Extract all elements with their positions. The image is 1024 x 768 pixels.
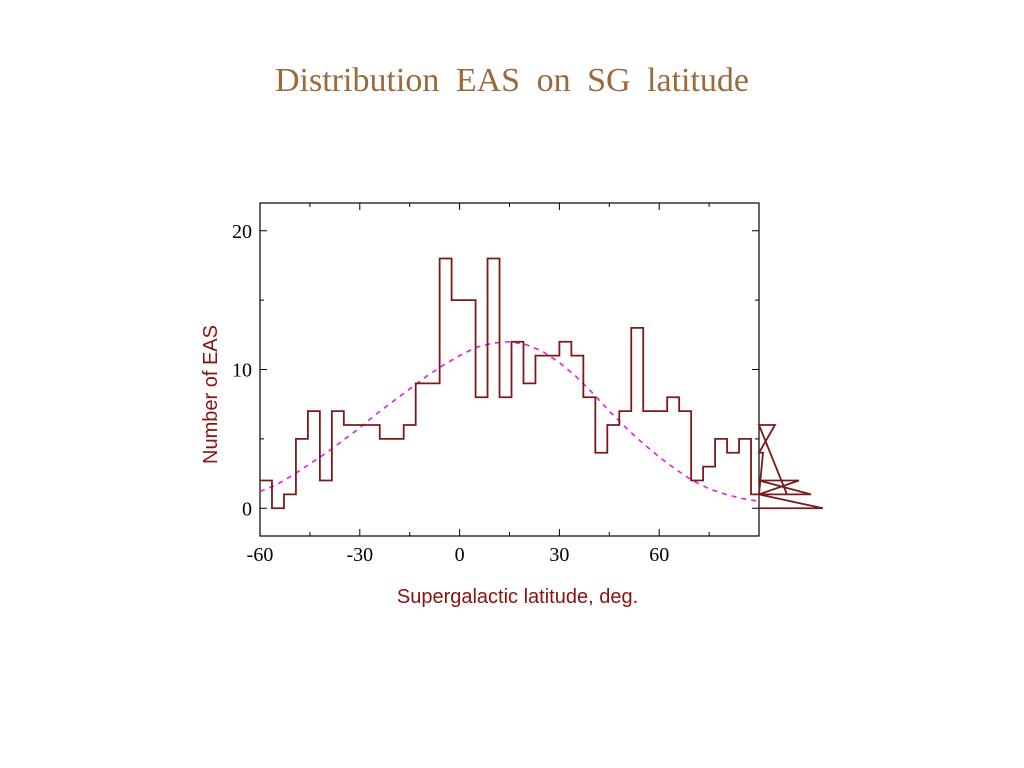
- slide-title: Distribution EAS on SG latitude: [275, 62, 749, 99]
- x-tick-label: 0: [455, 544, 465, 566]
- y-tick-label: 20: [232, 221, 252, 243]
- fit-curve: [259, 340, 760, 503]
- plot-frame: [259, 202, 760, 537]
- y-axis-label: Number of EAS: [200, 325, 222, 464]
- tick-labels: -60 -30 0 30 60 0 10 20: [232, 221, 669, 566]
- x-tick-label: 60: [649, 544, 669, 566]
- x-axis-label: Supergalactic latitude, deg.: [397, 586, 638, 608]
- axis-ticks: [259, 203, 760, 536]
- x-tick-label: -60: [247, 544, 274, 566]
- x-tick-label: -30: [346, 544, 373, 566]
- x-tick-label: 30: [549, 544, 569, 566]
- histogram-step-line: [260, 257, 824, 510]
- y-tick-label: 10: [232, 360, 252, 382]
- y-tick-label: 0: [242, 498, 252, 520]
